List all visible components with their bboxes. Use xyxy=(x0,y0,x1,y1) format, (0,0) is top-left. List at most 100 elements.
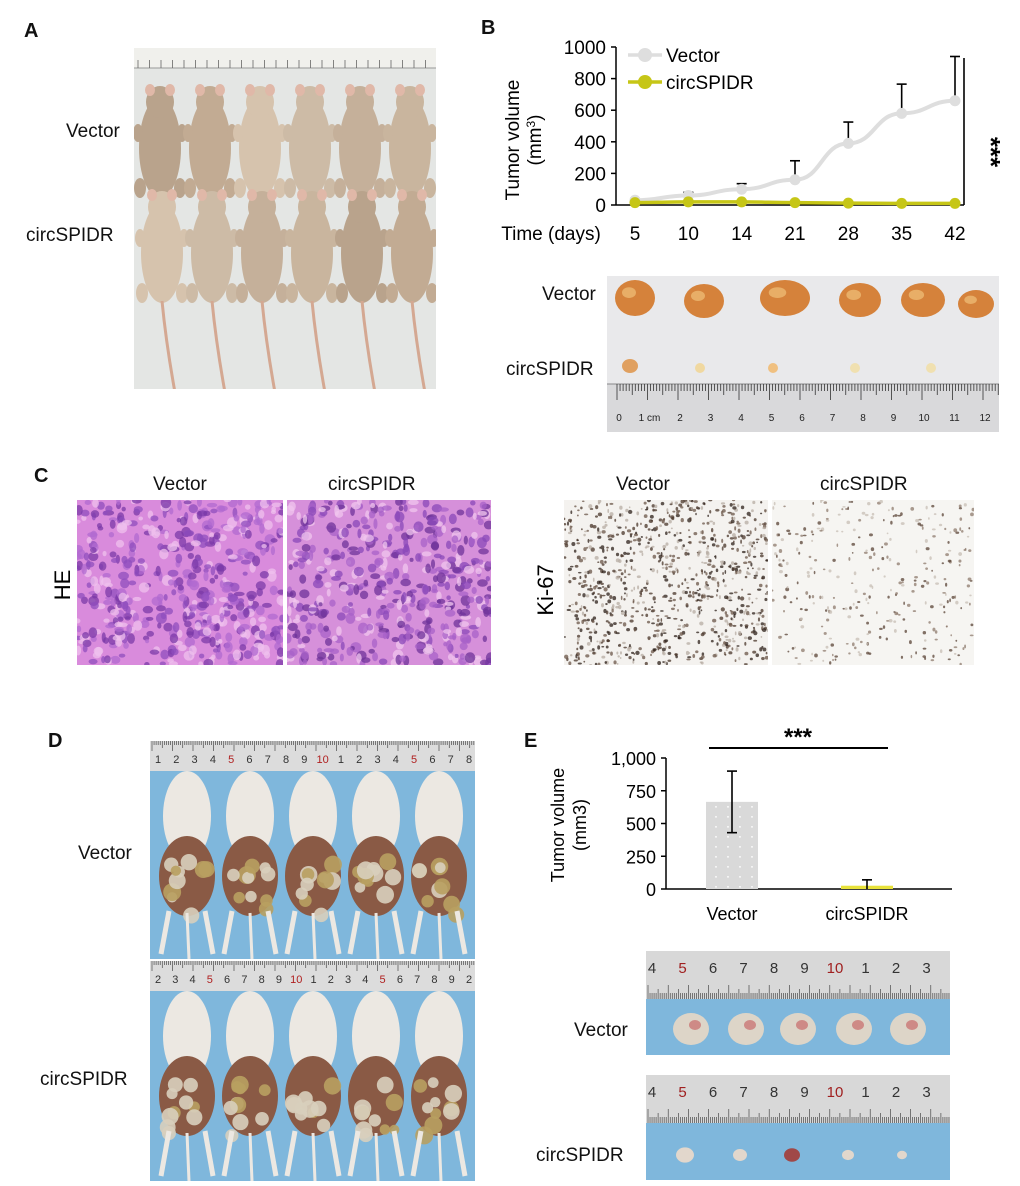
bar-texture-dot xyxy=(739,865,741,868)
panel-b-ruler-label: 7 xyxy=(830,413,836,424)
panel-e-ruler-label: 10 xyxy=(827,1084,844,1101)
panel-b-tumor-illustration: 0 1 cm 2 3 4 5 6 7 8 9 10 11 12 xyxy=(607,276,999,432)
panel-e-ruler-label: 5 xyxy=(678,960,686,977)
line-chart-xtick-label: 5 xyxy=(630,224,641,245)
line-chart-ytick-label: 200 xyxy=(574,164,606,185)
panel-a-mice-photo xyxy=(134,48,436,389)
bar-texture-dot xyxy=(751,885,753,888)
bar-texture-dot xyxy=(739,805,741,808)
bar-texture-dot xyxy=(739,855,741,858)
bar-texture-dot xyxy=(751,835,753,838)
line-chart-ytick-label: 800 xyxy=(574,70,606,91)
panel-d-ruler-label: 4 xyxy=(210,754,216,766)
panel-e-ruler-label: 10 xyxy=(827,960,844,977)
line-point xyxy=(789,174,801,186)
bar-texture-dot xyxy=(727,855,729,858)
line-point xyxy=(842,197,854,209)
legend-swatch-marker xyxy=(638,75,652,89)
bar-texture-dot xyxy=(715,825,717,828)
panel-e-circspidr-photo: 4 5 6 7 8 9 10 1 2 3 xyxy=(646,1075,950,1180)
panel-c-ki67-circspidr-image xyxy=(772,500,974,665)
bar-texture-dot xyxy=(715,875,717,878)
panel-d-ruler-label: 1 xyxy=(338,754,344,766)
bar-texture-dot xyxy=(751,825,753,828)
panel-c-ki67-vector-image xyxy=(564,500,768,665)
line-point xyxy=(736,196,748,208)
bar-chart-significance: *** xyxy=(784,725,813,751)
line-point xyxy=(629,197,641,209)
panel-d-ruler-label: 5 xyxy=(228,754,234,766)
legend-swatch-marker xyxy=(638,48,652,62)
bar-texture-dot xyxy=(739,835,741,838)
panel-b-ruler-label: 2 xyxy=(677,413,683,424)
panel-d-ruler-label: 4 xyxy=(362,974,368,986)
panel-d-ruler-label: 3 xyxy=(172,974,178,986)
line-point xyxy=(949,197,961,209)
bar-texture-dot xyxy=(751,875,753,878)
bar-texture-dot xyxy=(739,875,741,878)
line-chart-ylabel-unit: (mm3) xyxy=(524,115,546,166)
panel-d-ruler-label: 2 xyxy=(155,974,161,986)
panel-a-label-circspidr: circSPIDR xyxy=(26,225,114,246)
bar-chart-ytick-label: 1,000 xyxy=(611,749,656,769)
panel-letter-d: D xyxy=(48,730,63,752)
panel-e-ruler-label: 5 xyxy=(678,1084,686,1101)
panel-e-ruler-label: 2 xyxy=(892,1084,900,1101)
bar-texture-dot xyxy=(715,815,717,818)
panel-d-ruler-label: 4 xyxy=(393,754,399,766)
bar-texture-dot xyxy=(727,845,729,848)
panel-d-ruler-label: 6 xyxy=(397,974,403,986)
legend-entry: circSPIDR xyxy=(666,73,754,94)
panel-b-ruler-label: 3 xyxy=(708,413,714,424)
panel-d-ruler-label: 8 xyxy=(431,974,437,986)
panel-b-ruler-label: 10 xyxy=(918,413,930,424)
bar-texture-dot xyxy=(727,865,729,868)
panel-e-ruler-label: 8 xyxy=(770,1084,778,1101)
panel-d-label-circspidr: circSPIDR xyxy=(40,1069,128,1090)
panel-d-ruler-label: 7 xyxy=(448,754,454,766)
line-chart-ytick-label: 0 xyxy=(595,196,606,217)
bar-texture-dot xyxy=(715,865,717,868)
svg-text:Ki-67: Ki-67 xyxy=(533,564,558,615)
bar-chart-ytick-label: 0 xyxy=(646,880,656,900)
panel-d-ruler-label: 4 xyxy=(189,974,195,986)
panel-e-ruler-label: 1 xyxy=(861,960,869,977)
panel-e-ruler-label: 6 xyxy=(709,1084,717,1101)
line-point xyxy=(736,183,748,195)
panel-d-ruler-label: 9 xyxy=(301,754,307,766)
panel-d-ruler-label: 6 xyxy=(224,974,230,986)
line-chart-xtick-label: 21 xyxy=(784,224,805,245)
panel-d-ruler-label: 10 xyxy=(317,754,329,766)
panel-e-ruler-label: 7 xyxy=(739,1084,747,1101)
bar-category-label: circSPIDR xyxy=(825,904,908,924)
bar-texture-dot xyxy=(727,885,729,888)
line-point xyxy=(789,197,801,209)
panel-c-he-vector-image xyxy=(77,500,283,665)
panel-e-ruler-label: 2 xyxy=(892,960,900,977)
panel-letter-a: A xyxy=(24,20,39,42)
panel-c-he-col-circspidr: circSPIDR xyxy=(328,474,416,495)
panel-d-ruler-label: 7 xyxy=(241,974,247,986)
panel-d-circspidr-photo: 2 3 4 5 6 7 8 9 10 1 2 3 4 5 6 7 8 9 2 xyxy=(150,961,475,1181)
panel-e-ruler-label: 8 xyxy=(770,960,778,977)
panel-b-ruler-label: 8 xyxy=(860,413,866,424)
panel-d-ruler-label: 8 xyxy=(259,974,265,986)
panel-e-bar-chart: Tumor volume (mm3) 0 250 500 750 1,000 Vecto… xyxy=(540,724,980,935)
line-series-circSPIDR xyxy=(629,196,961,209)
panel-b-ruler-label: 11 xyxy=(949,413,960,424)
panel-e-ruler-label: 4 xyxy=(648,1084,656,1101)
line-point xyxy=(682,196,694,208)
bar-texture-dot xyxy=(751,845,753,848)
panel-b-ruler-label: 4 xyxy=(738,413,744,424)
bar-chart-ylabel: Tumor volume xyxy=(548,768,568,882)
panel-d-ruler-label: 7 xyxy=(414,974,420,986)
bar-texture-dot xyxy=(739,885,741,888)
panel-c-he-circspidr-image xyxy=(287,500,491,665)
bar-texture-dot xyxy=(751,805,753,808)
panel-letter-e: E xyxy=(524,730,538,752)
panel-e-vector-photo: 4 5 6 7 8 9 10 1 2 3 xyxy=(646,951,950,1055)
panel-e-ruler-label: 6 xyxy=(709,960,717,977)
bar-texture-dot xyxy=(727,835,729,838)
bar-texture-dot xyxy=(727,825,729,828)
panel-d-ruler-label: 6 xyxy=(429,754,435,766)
